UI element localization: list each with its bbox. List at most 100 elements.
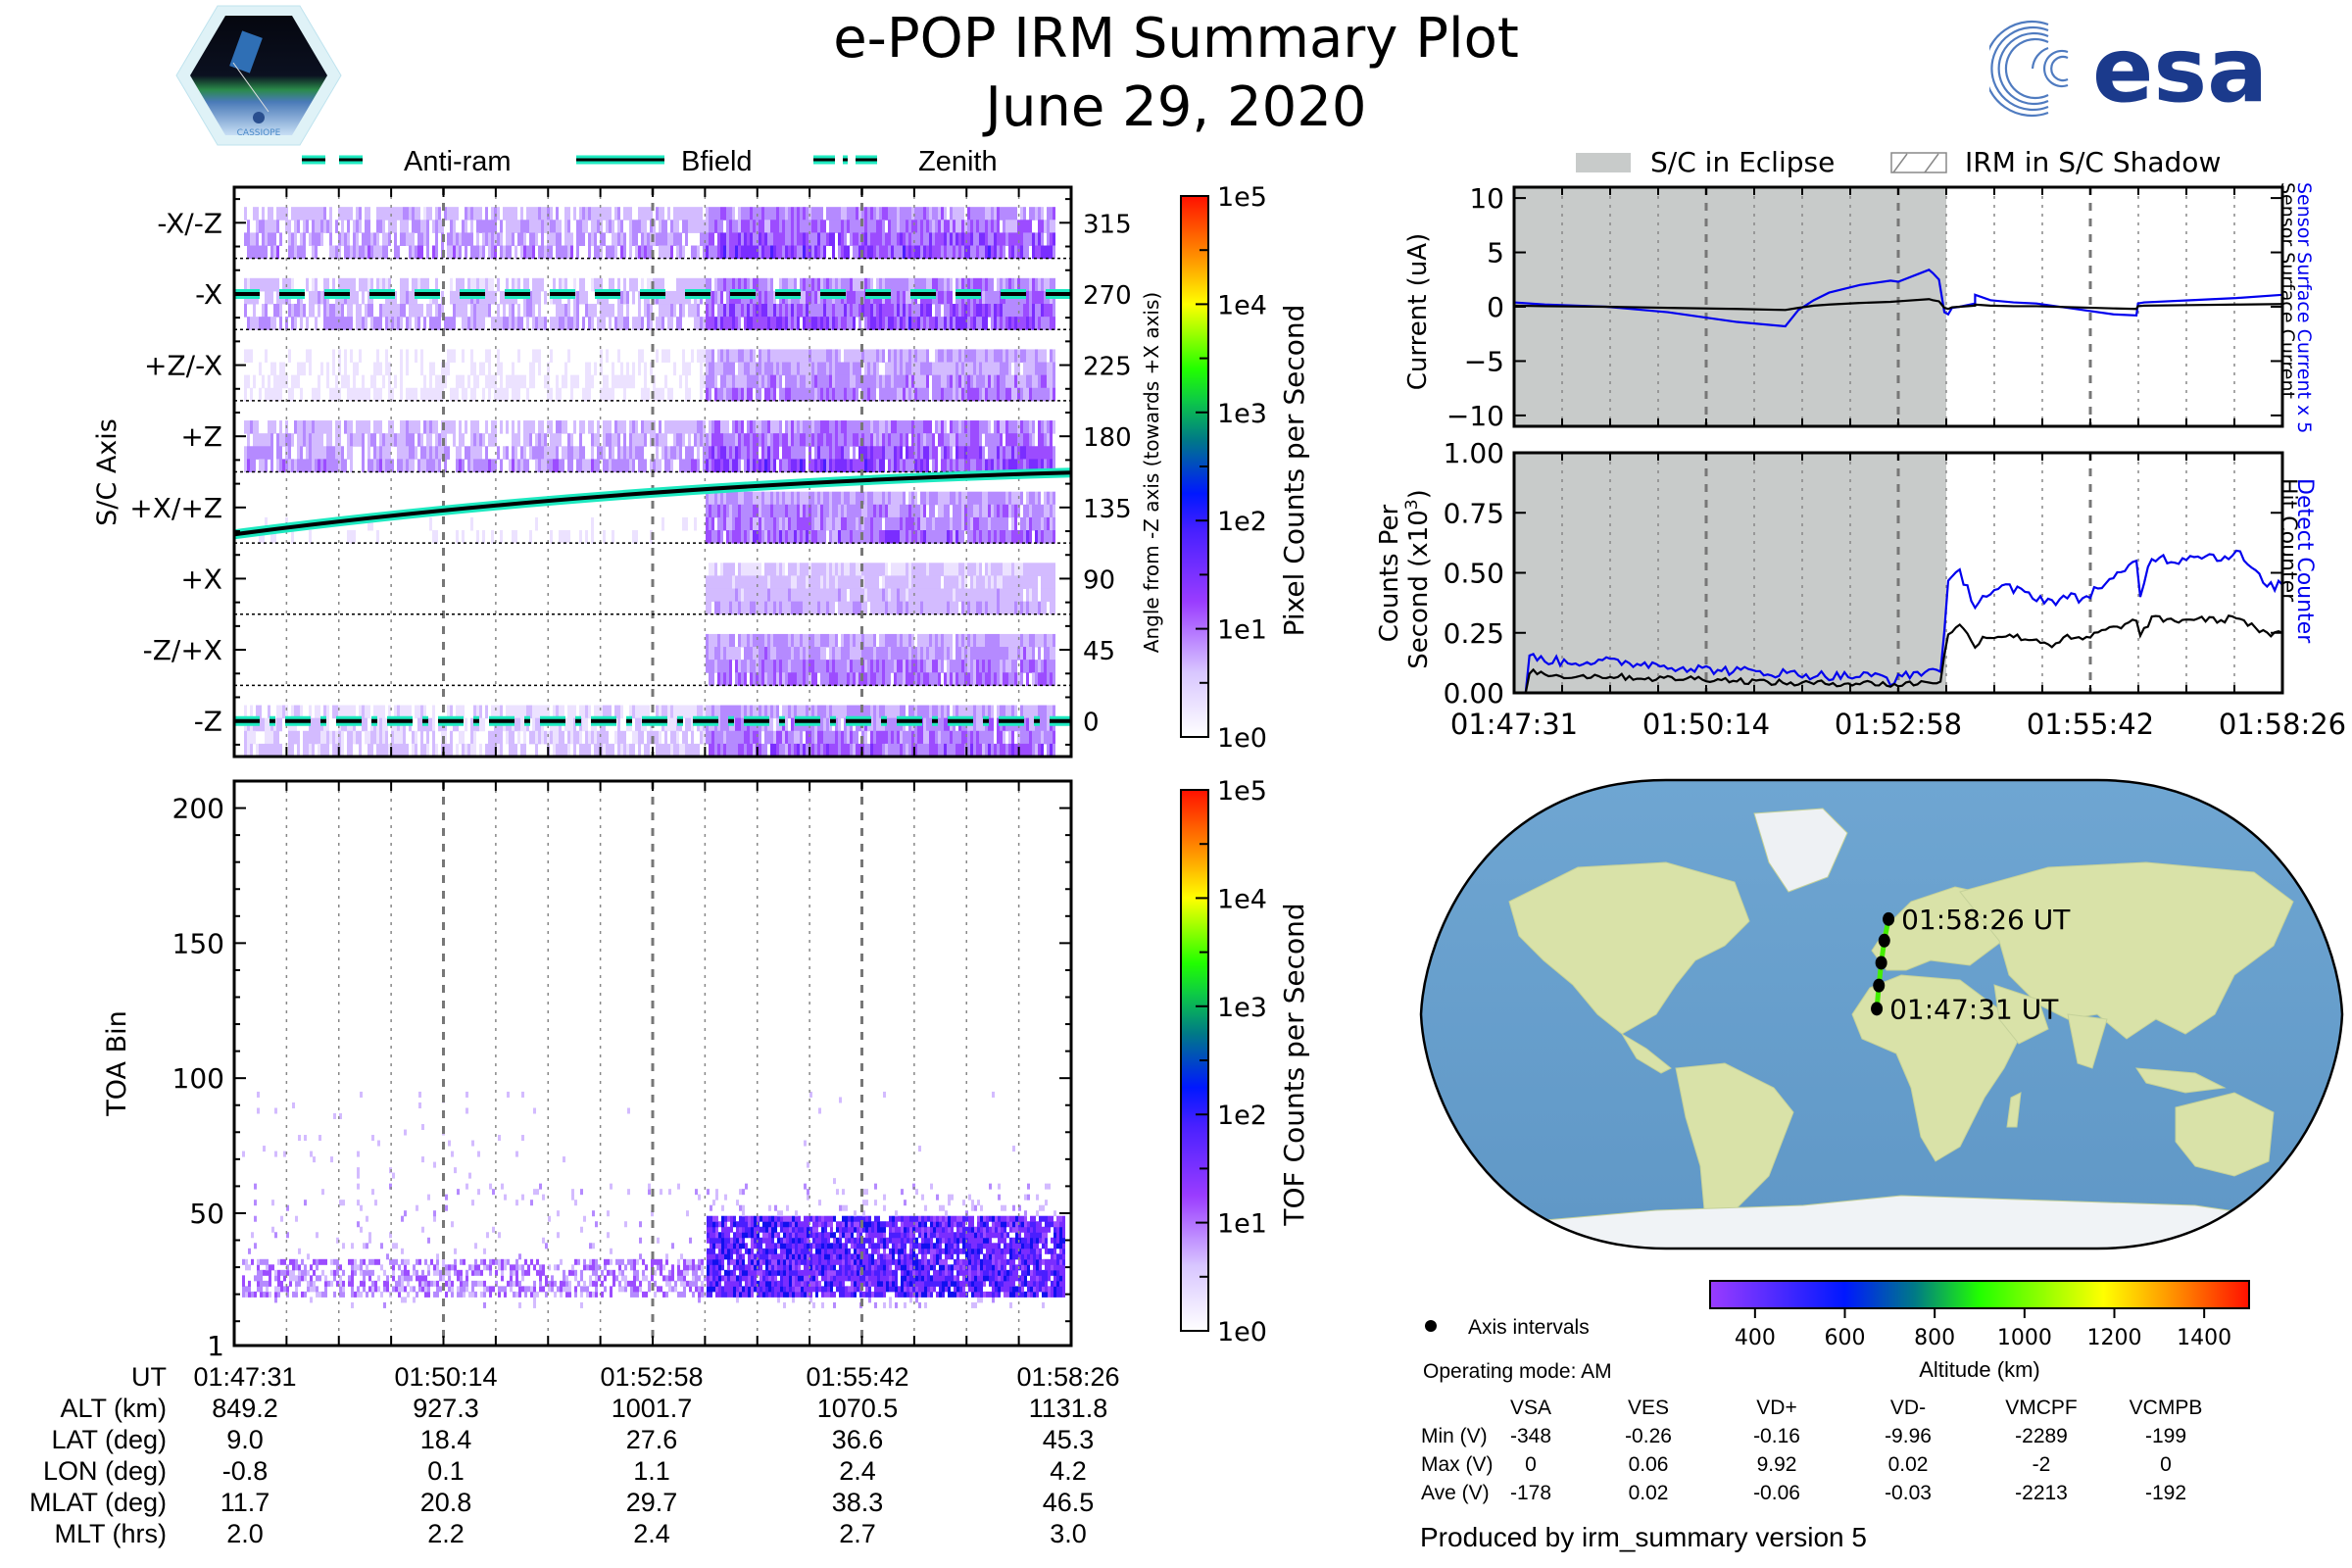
heatmap-cell (800, 491, 803, 506)
heatmap-cell (559, 220, 562, 233)
heatmap-cell (908, 245, 911, 260)
heatmap-cell (711, 516, 714, 531)
heatmap-cell (985, 245, 988, 260)
heatmap-cell (514, 220, 517, 233)
heatmap-cell (759, 207, 761, 220)
heatmap-cell (603, 387, 606, 402)
heatmap-cell (356, 245, 359, 260)
heatmap-cell (882, 420, 885, 434)
heatmap-cell (953, 374, 956, 389)
heatmap-cell (791, 207, 794, 220)
heatmap-cell (694, 420, 697, 434)
heatmap-cell (923, 446, 926, 460)
heatmap-cell (979, 220, 982, 233)
heatmap-cell (814, 459, 817, 472)
heatmap-cell (729, 504, 732, 518)
heatmap-cell (814, 504, 817, 518)
heatmap-cell (853, 317, 856, 330)
heatmap-cell (582, 317, 585, 330)
heatmap-cell (888, 459, 891, 472)
heatmap-cell (623, 277, 626, 292)
heatmap-cell (388, 304, 391, 318)
heatmap-cell (1014, 420, 1017, 434)
heatmap-cell (732, 530, 735, 544)
heatmap-cell (644, 232, 647, 247)
heatmap-cell (450, 420, 453, 434)
heatmap-cell (382, 277, 385, 292)
heatmap-cell (329, 245, 332, 260)
heatmap-cell (885, 387, 888, 402)
heatmap-cell (791, 516, 794, 531)
heatmap-cell (944, 207, 947, 220)
heatmap-cell (811, 232, 814, 247)
heatmap-cell (265, 433, 268, 447)
heatmap-cell (879, 245, 882, 260)
heatmap-cell (976, 362, 979, 376)
heatmap-cell (973, 245, 976, 260)
heatmap-cell (400, 220, 403, 233)
heatmap-cell (964, 433, 967, 447)
heatmap-cell (844, 220, 847, 233)
heatmap-cell (782, 459, 785, 472)
heatmap-cell (253, 459, 256, 472)
heatmap-cell (811, 277, 814, 292)
heatmap-cell (1041, 349, 1044, 364)
heatmap-cell (1032, 362, 1035, 376)
heatmap-cell (776, 446, 779, 460)
heatmap-cell (682, 459, 685, 472)
heatmap-cell (291, 433, 294, 447)
heatmap-cell (714, 387, 717, 402)
heatmap-cell (315, 433, 318, 447)
heatmap-cell (682, 220, 685, 233)
heatmap-cell (667, 349, 670, 364)
heatmap-cell (617, 446, 620, 460)
heatmap-cell (609, 317, 612, 330)
heatmap-cell (479, 207, 482, 220)
heatmap-cell (935, 459, 938, 472)
heatmap-cell (847, 349, 850, 364)
heatmap-cell (497, 362, 500, 376)
heatmap-cell (888, 362, 891, 376)
heatmap-cell (532, 277, 535, 292)
heatmap-cell (614, 433, 617, 447)
heatmap-cell (835, 516, 838, 531)
heatmap-cell (662, 245, 664, 260)
heatmap-cell (744, 387, 747, 402)
heatmap-cell (717, 349, 720, 364)
heatmap-cell (497, 304, 500, 318)
heatmap-cell (882, 446, 885, 460)
heatmap-cell (500, 374, 503, 389)
heatmap-cell (620, 374, 623, 389)
heatmap-cell (1026, 232, 1029, 247)
heatmap-cell (876, 245, 879, 260)
heatmap-cell (318, 207, 320, 220)
heatmap-cell (326, 433, 329, 447)
heatmap-cell (544, 207, 547, 220)
heatmap-cell (897, 387, 900, 402)
heatmap-cell (1041, 317, 1044, 330)
heatmap-cell (753, 420, 756, 434)
heatmap-cell (935, 362, 938, 376)
heatmap-cell (688, 277, 691, 292)
heatmap-cell (500, 530, 503, 544)
heatmap-cell (265, 277, 268, 292)
heatmap-cell (323, 207, 326, 220)
heatmap-cell (538, 362, 541, 376)
heatmap-cell (247, 220, 250, 233)
heatmap-cell (806, 504, 808, 518)
heatmap-cell (823, 459, 826, 472)
heatmap-cell (470, 245, 473, 260)
heatmap-cell (744, 433, 747, 447)
heatmap-cell (717, 304, 720, 318)
heatmap-cell (991, 290, 994, 305)
heatmap-cell (670, 304, 673, 318)
heatmap-cell (753, 516, 756, 531)
heatmap-cell (444, 446, 447, 460)
heatmap-cell (406, 207, 409, 220)
heatmap-cell (306, 207, 309, 220)
heatmap-cell (914, 245, 917, 260)
heatmap-cell (988, 362, 991, 376)
heatmap-cell (403, 446, 406, 460)
heatmap-cell (832, 207, 835, 220)
heatmap-cell (444, 207, 447, 220)
